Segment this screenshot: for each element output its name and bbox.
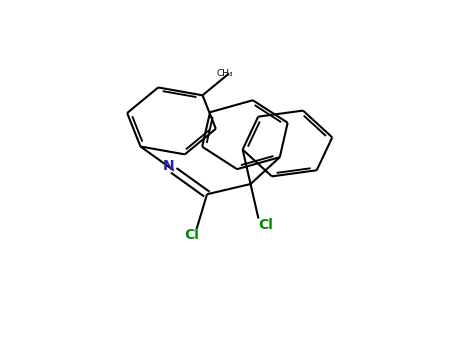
Text: Cl: Cl: [184, 228, 199, 241]
Text: Cl: Cl: [258, 218, 273, 232]
Text: CH₃: CH₃: [216, 69, 233, 78]
Text: N: N: [162, 159, 174, 173]
